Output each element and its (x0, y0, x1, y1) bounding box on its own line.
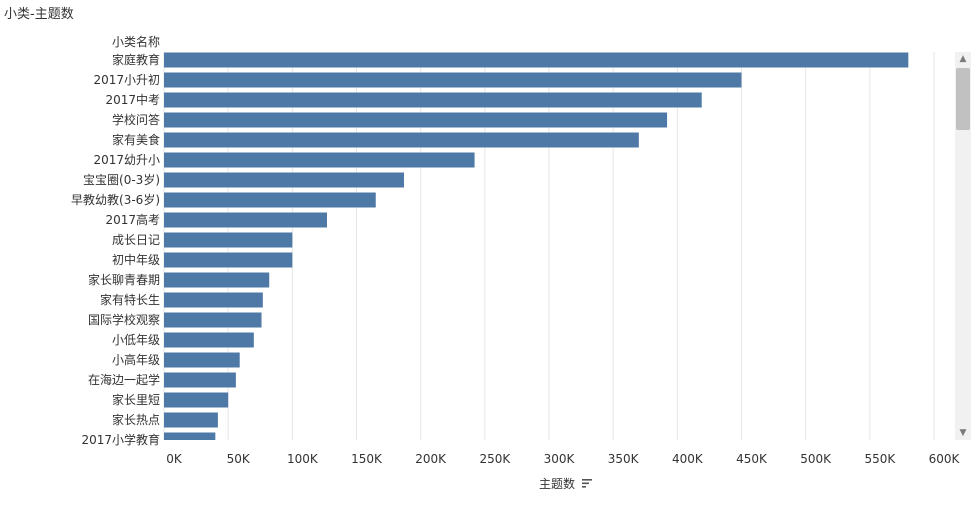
gridlines (163, 52, 935, 440)
bar[interactable] (164, 372, 236, 388)
bar[interactable] (164, 272, 270, 288)
scrollbar-thumb[interactable] (956, 68, 970, 130)
bar[interactable] (164, 152, 475, 168)
category-label[interactable]: 2017高考 (105, 212, 160, 227)
category-label[interactable]: 2017幼升小 (93, 153, 160, 167)
category-label[interactable]: 家长里短 (112, 392, 160, 407)
x-tick-label: 150K (351, 452, 383, 466)
x-tick-label: 500K (800, 452, 832, 466)
bar[interactable] (164, 352, 240, 368)
x-tick-label: 400K (672, 452, 704, 466)
x-tick-label: 0K (166, 452, 183, 466)
bar[interactable] (164, 92, 702, 108)
x-tick-label: 350K (608, 452, 640, 466)
x-tick-label: 550K (864, 452, 896, 466)
category-label[interactable]: 在海边一起学 (88, 372, 160, 387)
bar[interactable] (164, 52, 909, 68)
bar[interactable] (164, 412, 218, 428)
x-tick-label: 100K (287, 452, 319, 466)
bar[interactable] (164, 72, 742, 88)
category-label[interactable]: 家有特长生 (100, 292, 160, 307)
category-label[interactable]: 家庭教育 (112, 52, 160, 67)
category-label[interactable]: 2017小学教育 (81, 432, 160, 447)
x-tick-label: 450K (736, 452, 768, 466)
category-label[interactable]: 家长热点 (112, 412, 160, 427)
bar[interactable] (164, 232, 293, 248)
bar[interactable] (164, 392, 229, 408)
sheet-title: 小类-主题数 (4, 7, 74, 22)
x-axis-ticks: 0K 50K 100K 150K 200K 250K 300K 350K 400K 450K 500… (166, 452, 960, 466)
scroll-down-icon[interactable]: ▼ (959, 428, 967, 438)
category-label[interactable]: 成长日记 (112, 233, 160, 247)
x-tick-label: 50K (227, 452, 251, 466)
category-label[interactable]: 学校问答 (112, 112, 160, 127)
bar[interactable] (164, 112, 668, 128)
vertical-scrollbar[interactable]: ▲ ▼ (955, 52, 971, 440)
sort-descending-icon[interactable] (582, 479, 592, 488)
x-tick-label: 200K (415, 452, 447, 466)
category-label[interactable]: 家长聊青春期 (88, 272, 160, 287)
bar[interactable] (164, 192, 376, 208)
bar[interactable] (164, 332, 254, 348)
bar[interactable] (164, 312, 262, 328)
x-tick-label: 250K (479, 452, 511, 466)
bars (164, 52, 909, 441)
category-label[interactable]: 2017中考 (105, 92, 160, 107)
category-label[interactable]: 初中年级 (112, 252, 160, 267)
category-label[interactable]: 小低年级 (112, 333, 160, 347)
x-tick-label: 600K (929, 452, 961, 466)
bar[interactable] (164, 252, 293, 268)
scroll-up-icon[interactable]: ▲ (959, 54, 967, 64)
x-axis-title[interactable]: 主题数 (539, 476, 575, 491)
category-label[interactable]: 小高年级 (112, 352, 160, 367)
bar[interactable] (164, 172, 404, 188)
bar[interactable] (164, 212, 327, 228)
category-label[interactable]: 国际学校观察 (88, 312, 160, 327)
x-tick-label: 300K (544, 452, 576, 466)
category-label[interactable]: 家有美食 (112, 132, 160, 147)
category-label[interactable]: 2017小升初 (93, 73, 160, 87)
category-label[interactable]: 宝宝圈(0-3岁) (83, 172, 160, 187)
bar[interactable] (164, 432, 216, 441)
bar[interactable] (164, 292, 263, 308)
category-label[interactable]: 早教幼教(3-6岁) (71, 192, 160, 207)
bar[interactable] (164, 132, 639, 148)
row-header[interactable]: 小类名称 (112, 34, 160, 49)
